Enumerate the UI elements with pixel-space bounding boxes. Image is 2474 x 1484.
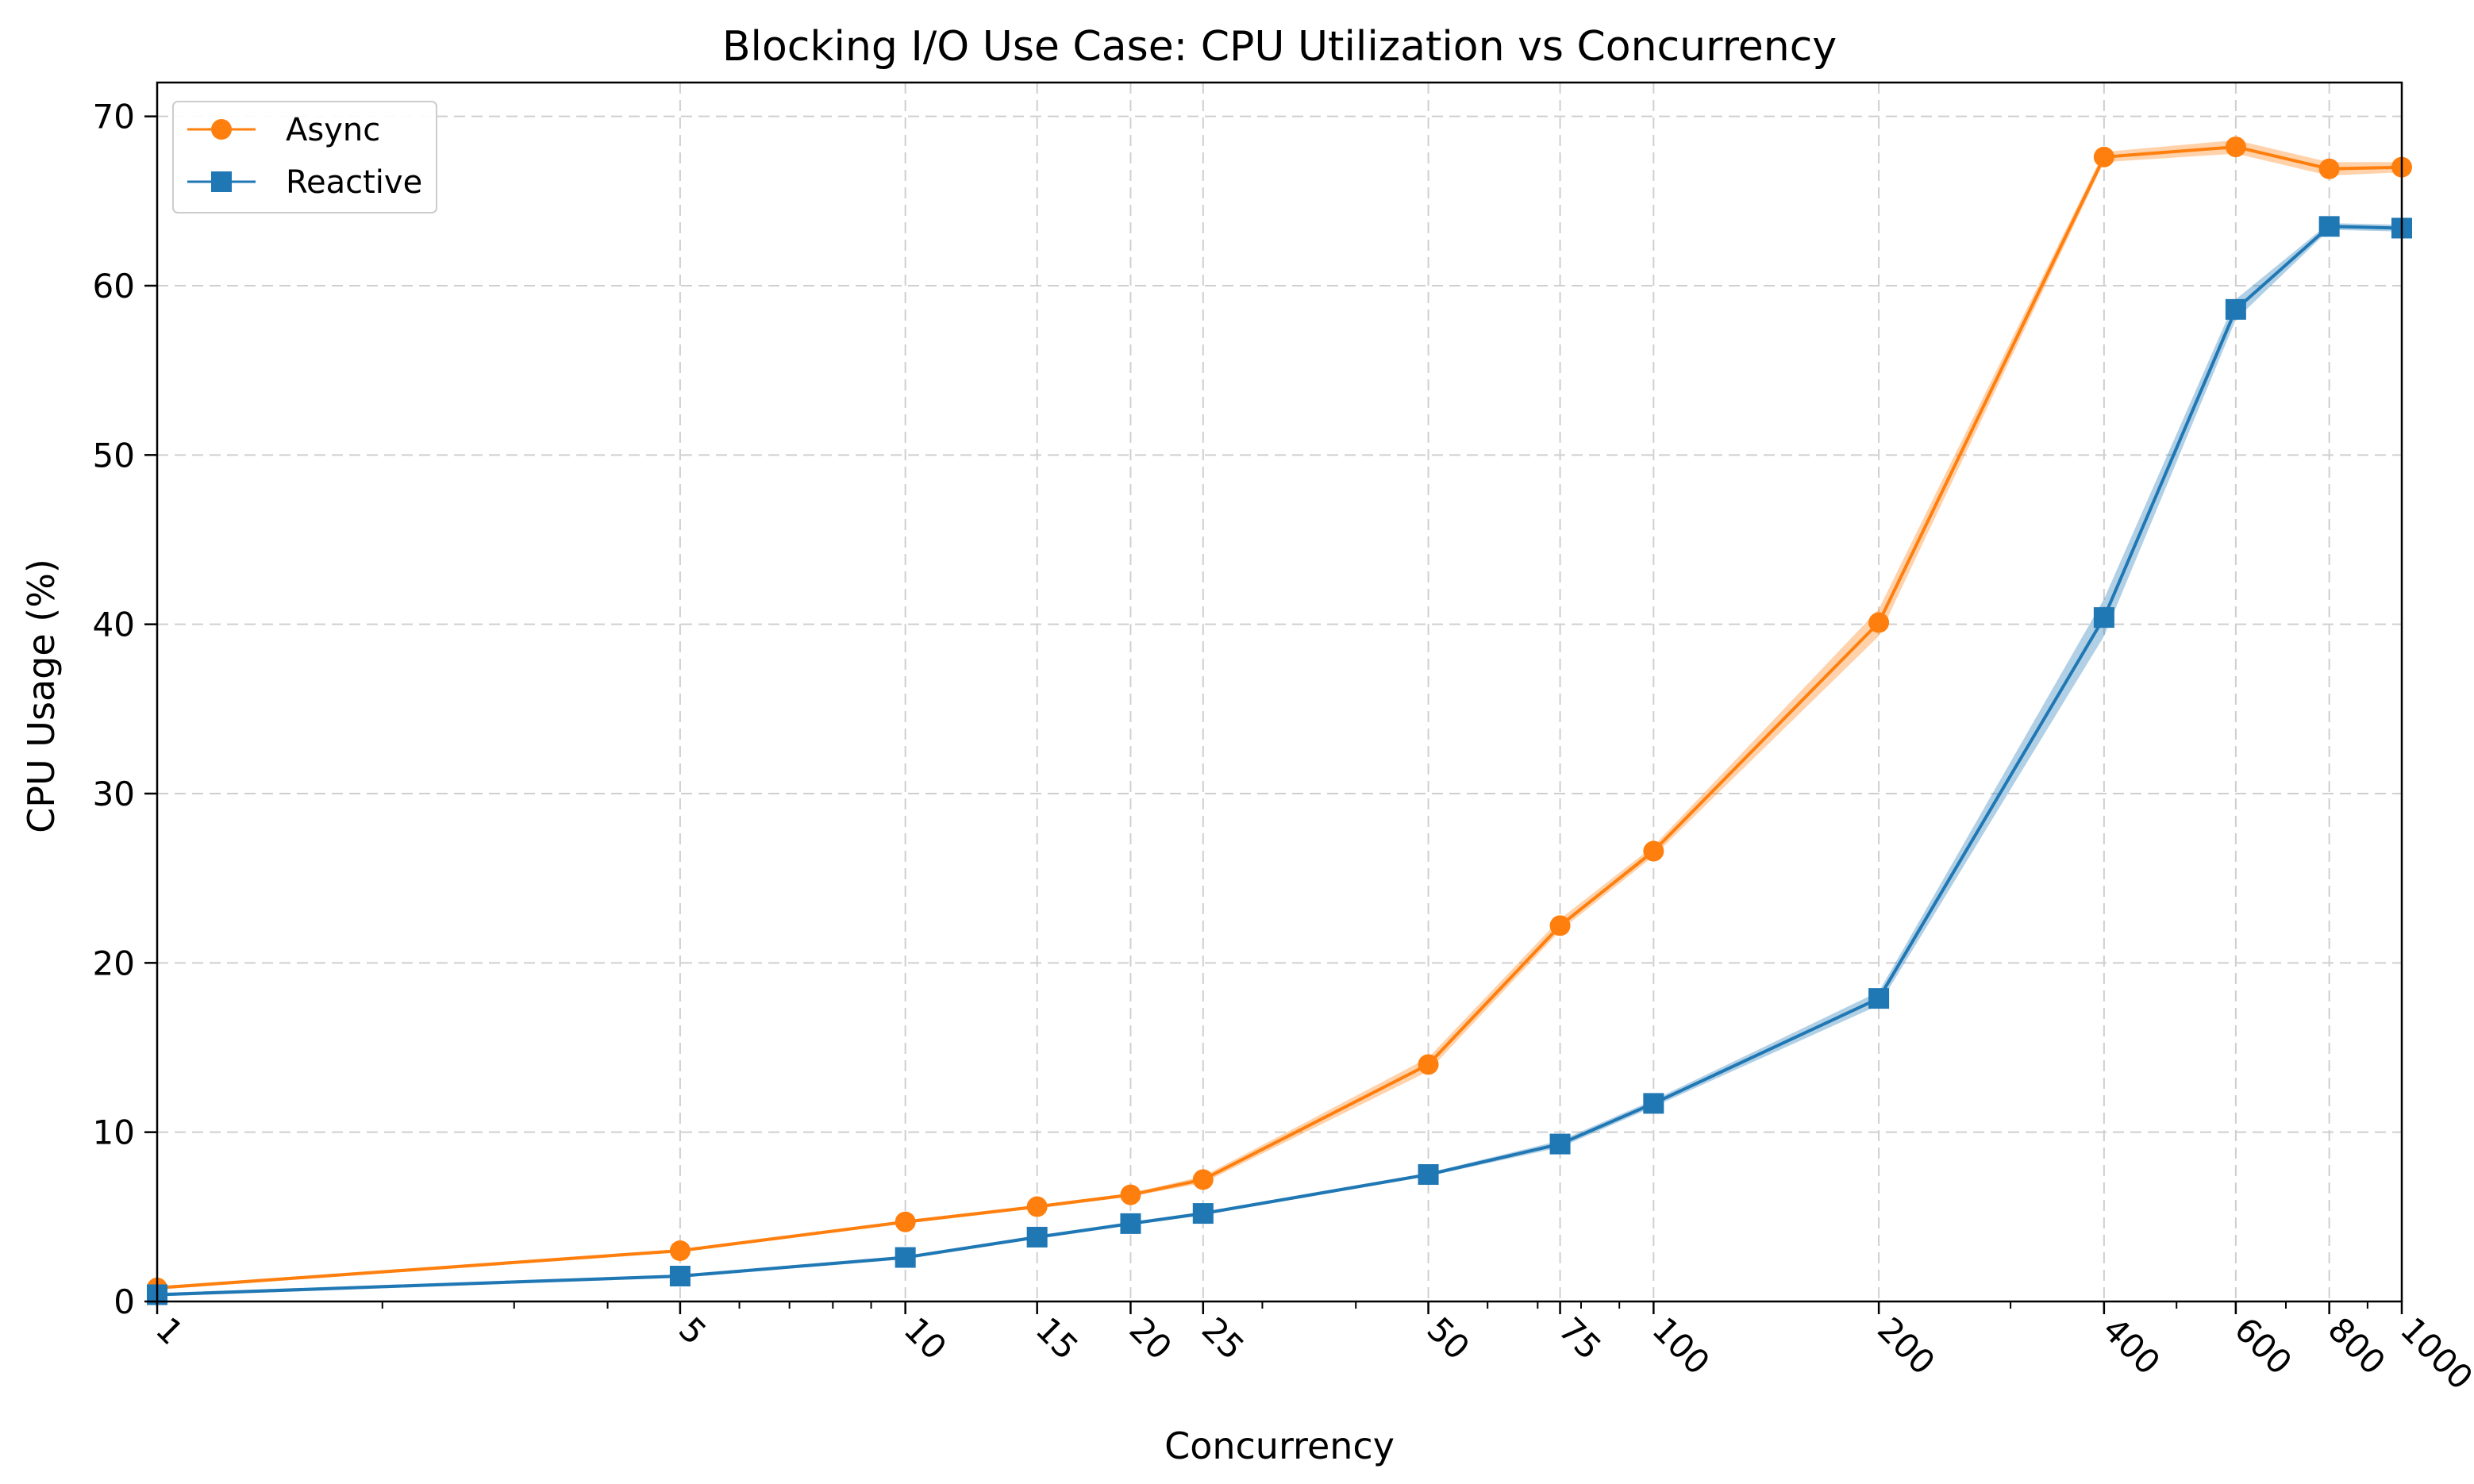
legend-marker-async: [211, 119, 232, 140]
point-async: [669, 1240, 691, 1261]
y-tick-label: 50: [93, 436, 135, 475]
line-async: [156, 145, 2403, 1290]
grid-layer: [156, 83, 2403, 1301]
point-async: [895, 1211, 916, 1232]
plot-frame: [156, 81, 2403, 1303]
legend-label-reactive: Reactive: [286, 164, 422, 201]
point-reactive: [1026, 1226, 1048, 1248]
point-reactive: [2318, 216, 2340, 237]
point-reactive: [895, 1247, 916, 1268]
y-tick-label: 70: [93, 98, 135, 136]
y-axis-ticks: 0 10 20 30 40 50 60 70: [93, 98, 157, 1321]
point-async: [2225, 136, 2246, 158]
series-lines: [156, 145, 2403, 1297]
y-tick-label: 0: [114, 1282, 135, 1321]
point-async: [1418, 1054, 1439, 1075]
point-async: [2093, 146, 2114, 167]
y-tick-label: 10: [93, 1113, 135, 1152]
point-async: [1549, 915, 1571, 936]
y-tick-label: 40: [93, 606, 135, 644]
x-axis-label: Concurrency: [1164, 1424, 1395, 1467]
point-async: [1026, 1196, 1048, 1217]
point-reactive: [1418, 1164, 1439, 1185]
chart-title: Blocking I/O Use Case: CPU Utilization v…: [722, 23, 1837, 71]
legend: Async Reactive: [172, 101, 437, 213]
legend-marker-reactive: [211, 171, 232, 192]
point-async: [1120, 1184, 1141, 1205]
y-tick-label: 30: [93, 775, 135, 813]
series-markers: [147, 136, 2412, 1305]
point-reactive: [1643, 1093, 1664, 1114]
line-reactive: [156, 225, 2403, 1297]
point-reactive: [1192, 1203, 1214, 1224]
y-tick-label: 60: [93, 267, 135, 306]
point-reactive: [2225, 298, 2246, 320]
point-async: [1643, 840, 1664, 862]
point-async: [2318, 158, 2340, 179]
point-reactive: [1549, 1133, 1571, 1155]
y-tick-label: 20: [93, 944, 135, 982]
y-axis-label: CPU Usage (%): [20, 559, 63, 833]
point-async: [1868, 612, 1890, 633]
point-reactive: [2093, 607, 2114, 629]
point-reactive: [669, 1266, 691, 1286]
legend-label-async: Async: [286, 112, 380, 148]
point-reactive: [1120, 1213, 1141, 1234]
point-reactive: [1868, 988, 1890, 1009]
point-async: [1192, 1169, 1214, 1190]
